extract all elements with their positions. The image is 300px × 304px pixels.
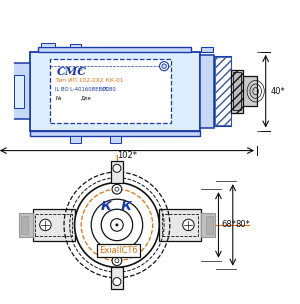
Text: Тип ИП 102-2Х2 КК-01: Тип ИП 102-2Х2 КК-01 — [56, 78, 124, 84]
Bar — [231, 70, 243, 113]
Text: ExiallCT6: ExiallCT6 — [99, 246, 138, 255]
Bar — [21, 216, 28, 234]
Bar — [70, 44, 81, 47]
Circle shape — [162, 64, 167, 68]
Bar — [215, 57, 231, 125]
Text: №: № — [56, 96, 61, 101]
Bar — [30, 130, 200, 136]
Bar — [32, 209, 75, 241]
Bar — [35, 213, 72, 237]
Circle shape — [75, 183, 159, 267]
Circle shape — [113, 164, 121, 172]
Text: IL BO L-40160BEBC080: IL BO L-40160BEBC080 — [56, 87, 116, 92]
Bar — [38, 47, 191, 52]
Circle shape — [116, 224, 118, 226]
Bar — [243, 76, 257, 106]
Circle shape — [160, 62, 169, 71]
Bar — [11, 63, 30, 119]
Circle shape — [40, 219, 51, 231]
Text: 80*: 80* — [236, 220, 250, 230]
Bar — [206, 216, 213, 234]
Text: 102*: 102* — [117, 151, 137, 160]
Bar — [231, 70, 243, 113]
Bar — [162, 213, 199, 237]
Text: ®: ® — [77, 67, 83, 72]
Text: К  К: К К — [101, 200, 132, 213]
Bar — [30, 52, 200, 130]
Circle shape — [183, 219, 194, 231]
Bar — [201, 212, 215, 237]
Bar — [50, 59, 171, 123]
Text: РС: РС — [103, 87, 110, 92]
Text: СМС: СМС — [57, 66, 87, 77]
Bar — [214, 56, 231, 126]
Circle shape — [113, 278, 121, 285]
Text: 40*: 40* — [271, 87, 286, 96]
Bar — [111, 161, 123, 183]
Bar — [41, 43, 56, 47]
Bar — [200, 55, 214, 128]
Bar — [159, 209, 201, 241]
Bar — [111, 267, 123, 289]
Bar — [14, 75, 24, 108]
Text: Для: Для — [81, 96, 92, 101]
Bar — [70, 136, 81, 143]
Bar — [0, 75, 7, 108]
Text: 68*: 68* — [221, 220, 236, 230]
Bar — [233, 72, 242, 110]
Bar — [110, 136, 121, 143]
Bar — [0, 66, 11, 116]
Bar — [201, 47, 213, 52]
Circle shape — [112, 184, 122, 194]
Bar — [19, 212, 32, 237]
Circle shape — [112, 256, 122, 266]
